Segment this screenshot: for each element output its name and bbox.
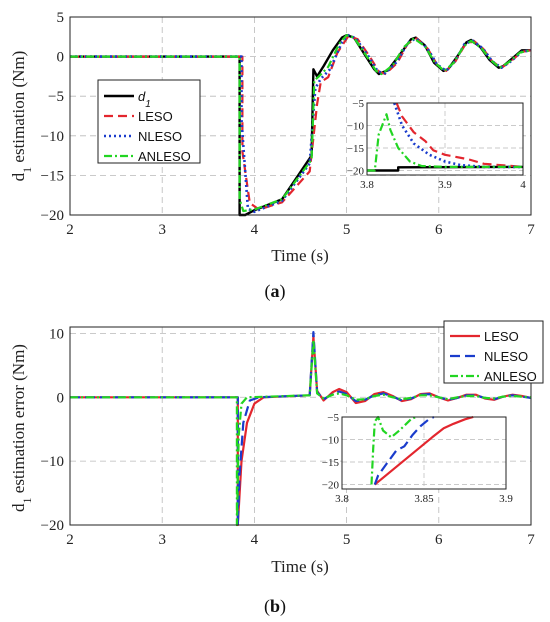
x-tick-label: 2 [66,222,74,238]
tick-labels: 2 3 4 5 6 7 −20 −15 −10 −5 0 5 [41,10,536,238]
inset-zoom: 3.8 3.9 4 −5 −10 −15 −20 [347,98,526,191]
inset-y-tick-label: −15 [347,143,365,155]
y-tick-label: 0 [57,50,65,66]
inset-y-tick-label: −20 [347,166,365,178]
x-tick-label: 5 [343,532,351,548]
legend-label-leso: LESO [484,329,519,344]
inset-x-tick-label: 3.8 [335,493,349,505]
caption-b: (b) [264,596,286,617]
caption-a: (a) [265,281,286,302]
series-line-nleso [70,33,532,214]
legend-label-nleso: NLESO [138,129,182,144]
inset-x-tick-label: 3.9 [438,179,452,191]
legend: LESO NLESO ANLESO [443,320,544,384]
x-tick-label: 6 [435,532,443,548]
x-tick-label: 6 [435,222,443,238]
y-tick-label: −5 [48,89,64,105]
inset-x-tick-label: 4 [520,179,526,191]
inset-series-line-anleso [370,415,417,485]
y-tick-label: −20 [41,208,64,224]
y-tick-label: −15 [41,168,64,184]
x-tick-label: 7 [527,222,535,238]
inset-series-line-leso [395,102,524,168]
y-tick-label: 10 [49,326,64,342]
x-axis-label: Time (s) [271,557,328,576]
y-axis-label: d1 estimation (Nm) [9,51,34,182]
x-tick-label: 4 [251,222,259,238]
legend-box [97,79,201,164]
y-tick-label: −10 [41,454,64,470]
inset-y-tick-label: −20 [322,480,340,492]
inset-series-line-nleso [373,416,435,485]
y-tick-label: −20 [41,518,64,534]
tick-labels: 2 3 4 5 6 7 −20 −10 0 10 [41,326,536,548]
y-tick-label: −10 [41,129,64,145]
inset-frame [366,102,524,176]
inset-frame [341,416,507,490]
inset-series [370,415,474,486]
axes-frame [69,326,532,526]
y-axis-label: d1 estimation error (Nm) [9,344,34,512]
x-tick-label: 3 [158,222,166,238]
panel-b: 2 3 4 5 6 7 −20 −10 0 10 Time (s) d1 estimation e… [9,320,544,617]
inset-series [367,102,524,172]
inset-y-tick-label: −10 [322,435,340,447]
inset-y-tick-label: −5 [327,412,339,424]
inset-tick-labels: 3.8 3.85 3.9 −5 −10 −15 −20 [322,412,514,505]
x-tick-label: 3 [158,532,166,548]
inset-series-line-anleso [367,113,523,172]
inset-tick-labels: 3.8 3.9 4 −5 −10 −15 −20 [347,98,526,191]
inset-x-tick-label: 3.85 [414,493,434,505]
inset-series-line-d1 [367,165,524,172]
inset-y-tick-label: −15 [322,457,340,469]
inset-y-tick-label: −5 [352,98,364,110]
inset-y-tick-label: −10 [347,121,365,133]
panel-a: 2 3 4 5 6 7 −20 −15 −10 −5 0 5 Time (s) d1 estimati… [9,10,535,302]
axes-frame [69,16,532,216]
inset-x-tick-label: 3.8 [360,179,374,191]
series-line-anleso [70,34,532,213]
legend-label-leso: LESO [138,109,173,124]
inset-series-line-leso [374,415,474,486]
x-tick-label: 7 [527,532,535,548]
x-tick-label: 4 [251,532,259,548]
legend-label-anleso: ANLESO [484,369,537,384]
legend-label-anleso: ANLESO [138,149,191,164]
series-lines [70,331,532,527]
series-lines [70,33,532,217]
y-tick-label: 0 [57,390,65,406]
legend-box [443,320,544,384]
x-tick-label: 2 [66,532,74,548]
legend-label-d1: d1 [138,89,151,110]
x-axis-label: Time (s) [271,246,328,265]
y-tick-label: 5 [57,10,65,26]
x-tick-label: 5 [343,222,351,238]
inset-x-tick-label: 3.9 [499,493,513,505]
legend-label-nleso: NLESO [484,349,528,364]
inset-zoom: 3.8 3.85 3.9 −5 −10 −15 −20 [322,412,514,505]
series-line-anleso [70,338,532,527]
